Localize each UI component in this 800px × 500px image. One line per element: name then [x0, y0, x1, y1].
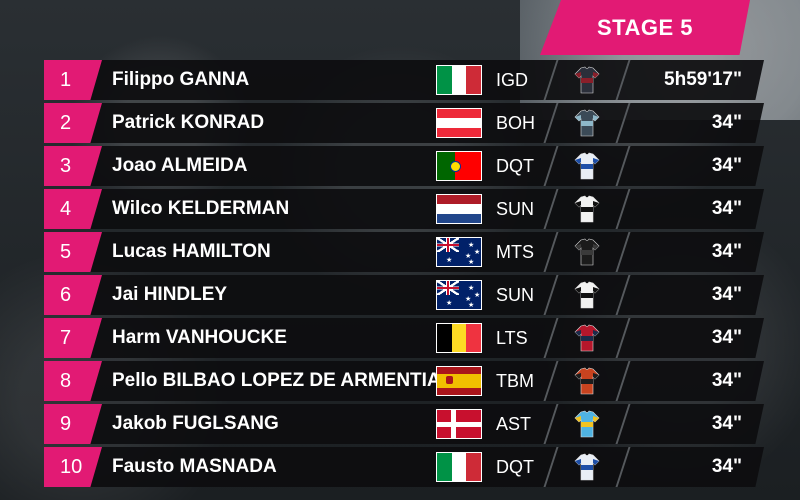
- rider-name: Jai HINDLEY: [112, 284, 228, 305]
- team-code: TBM: [496, 370, 534, 391]
- jersey-lts-icon: [552, 324, 622, 352]
- rider-row: 1 Filippo GANNA IGD 5h59'17": [44, 60, 764, 100]
- rider-row: 7 Harm VANHOUCKE LTS 34": [44, 318, 764, 358]
- australia-flag-icon: ★ ★ ★ ★ ★: [436, 280, 482, 310]
- denmark-flag-icon: [436, 409, 482, 439]
- rider-row: 4 Wilco KELDERMAN SUN 34": [44, 189, 764, 229]
- jersey-sun-icon: [552, 281, 622, 309]
- netherlands-flag-icon: [436, 194, 482, 224]
- stage-title: STAGE 5: [596, 14, 693, 40]
- jersey-sun-icon: [552, 195, 622, 223]
- rider-name: Lucas HAMILTON: [112, 241, 271, 262]
- finish-time: 34": [711, 284, 742, 305]
- jersey-dqt-icon: [552, 453, 622, 481]
- position-number: 1: [44, 60, 102, 100]
- finish-time: 34": [711, 413, 742, 434]
- rider-row: 6 Jai HINDLEY ★ ★ ★ ★ ★ SUN 34": [44, 275, 764, 315]
- results-list: 1 Filippo GANNA IGD 5h59'17" 2 Patrick KONRAD…: [44, 60, 764, 490]
- position-number: 2: [44, 103, 102, 143]
- italy-flag-icon: [436, 452, 482, 482]
- finish-time: 34": [711, 241, 742, 262]
- team-code: DQT: [496, 155, 534, 176]
- team-code: DQT: [496, 456, 534, 477]
- rider-row: 3 Joao ALMEIDA DQT 34": [44, 146, 764, 186]
- austria-flag-icon: [436, 108, 482, 138]
- rider-name: Fausto MASNADA: [112, 456, 277, 477]
- position-number: 5: [44, 232, 102, 272]
- rider-row: 9 Jakob FUGLSANG AST 34": [44, 404, 764, 444]
- portugal-flag-icon: [436, 151, 482, 181]
- finish-time: 34": [711, 155, 742, 176]
- rider-name: Pello BILBAO LOPEZ DE ARMENTIA: [112, 370, 441, 391]
- jersey-igd-icon: [552, 66, 622, 94]
- jersey-ast-icon: [552, 410, 622, 438]
- jersey-dqt-icon: [552, 152, 622, 180]
- position-number: 6: [44, 275, 102, 315]
- team-code: IGD: [496, 69, 529, 90]
- jersey-tbm-icon: [552, 367, 622, 395]
- spain-flag-icon: [436, 366, 482, 396]
- finish-time: 34": [711, 112, 742, 133]
- rider-name: Wilco KELDERMAN: [112, 198, 290, 219]
- finish-time: 34": [711, 456, 742, 477]
- jersey-mts-icon: [552, 238, 622, 266]
- rider-name: Harm VANHOUCKE: [112, 327, 287, 348]
- rider-name: Filippo GANNA: [112, 69, 250, 90]
- finish-time: 5h59'17": [664, 69, 742, 90]
- position-number: 10: [44, 447, 102, 487]
- finish-time: 34": [711, 327, 742, 348]
- belgium-flag-icon: [436, 323, 482, 353]
- team-code: BOH: [496, 112, 536, 133]
- italy-flag-icon: [436, 65, 482, 95]
- position-number: 3: [44, 146, 102, 186]
- rider-row: 5 Lucas HAMILTON ★ ★ ★ ★ ★ MTS 34": [44, 232, 764, 272]
- rider-row: 2 Patrick KONRAD BOH 34": [44, 103, 764, 143]
- australia-flag-icon: ★ ★ ★ ★ ★: [436, 237, 482, 267]
- position-number: 8: [44, 361, 102, 401]
- team-code: SUN: [496, 198, 535, 219]
- finish-time: 34": [711, 370, 742, 391]
- jersey-boh-icon: [552, 109, 622, 137]
- position-number: 7: [44, 318, 102, 358]
- team-code: AST: [496, 413, 532, 434]
- stage-header: STAGE 5: [540, 0, 750, 55]
- rider-row: 10 Fausto MASNADA DQT 34": [44, 447, 764, 487]
- position-number: 4: [44, 189, 102, 229]
- rider-row: 8 Pello BILBAO LOPEZ DE ARMENTIA TBM 34": [44, 361, 764, 401]
- team-code: SUN: [496, 284, 535, 305]
- finish-time: 34": [711, 198, 742, 219]
- team-code: MTS: [496, 241, 534, 262]
- team-code: LTS: [496, 327, 528, 348]
- rider-name: Jakob FUGLSANG: [112, 413, 279, 434]
- rider-name: Joao ALMEIDA: [112, 155, 248, 176]
- rider-name: Patrick KONRAD: [112, 112, 265, 133]
- position-number: 9: [44, 404, 102, 444]
